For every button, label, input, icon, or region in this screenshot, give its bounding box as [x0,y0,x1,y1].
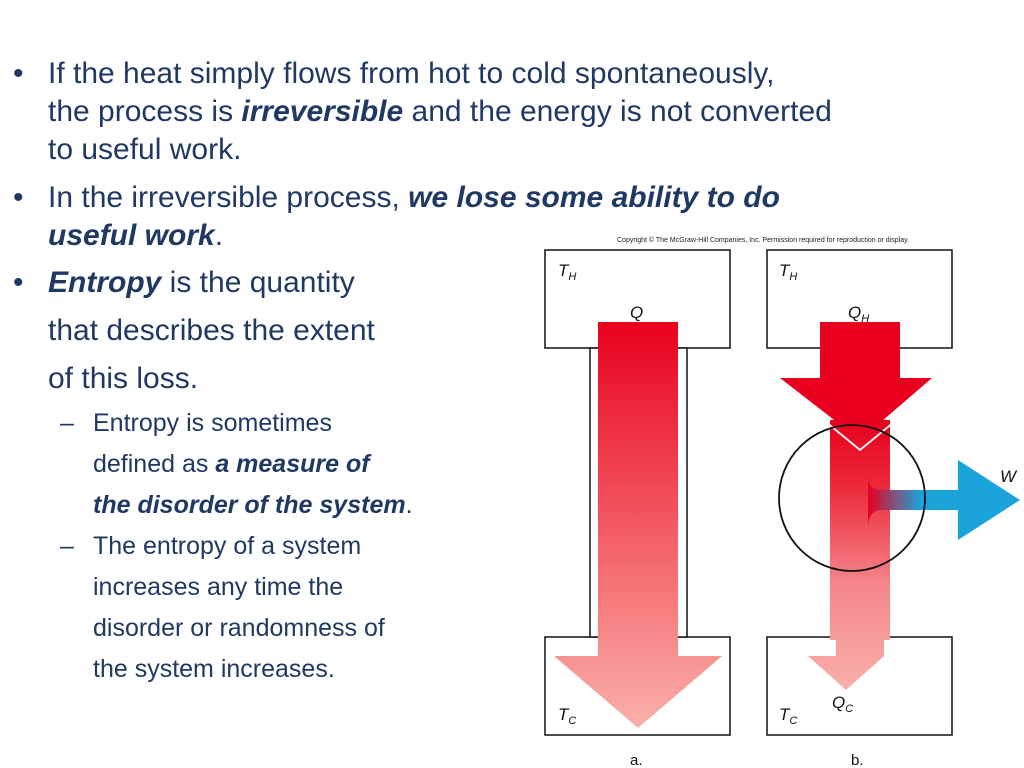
sub-bullet-2-line-1: The entropy of a system [93,532,362,560]
heat-input-label: QH [848,303,869,325]
bullet-1-line-2: the process is irreversible and the ener… [48,93,832,131]
bullet-2-line-1: In the irreversible process, we lose som… [48,179,780,217]
sub-bullet-marker: – [60,532,74,560]
hot-temperature-label: TH [779,261,797,283]
sub-bullet-1-line-2: defined as a measure of [93,444,370,485]
bullet-1-line-1: If the heat simply flows from hot to col… [48,57,775,90]
work-arrow [868,460,1020,540]
bullet-marker: • [13,57,24,90]
bullet-2-line-2: useful work. [48,217,223,255]
heat-output-label: QC [832,693,853,715]
bullet-3-text: is the quantity [161,266,355,299]
irreversible-emphasis: irreversible [241,95,404,128]
sub-bullet-2-line-4: the system increases. [93,655,335,683]
heat-input-arrow [780,322,932,440]
bullet-1-text: the process is [48,95,242,128]
sub-bullet-1-line-3: the disorder of the system. [93,485,413,526]
bullet-3-line-3: of this loss. [48,362,199,395]
ability-emphasis: we lose some ability to do [408,181,780,214]
bullet-1-text: and the energy is not converted [403,95,832,128]
entropy-emphasis: Entropy [48,266,162,299]
bullet-2-text: In the irreversible process, [48,181,409,214]
bullet-2-text: . [214,219,224,252]
sub-bullet-marker: – [60,409,74,437]
bullet-marker: • [13,266,24,299]
bullet-3-line-1: Entropy is the quantity [48,264,355,302]
sub-bullet-2-line-2: increases any time the [93,573,344,601]
panel-a-caption: a. [630,752,643,768]
heat-label: Q [630,303,643,322]
disorder-emphasis: a measure of [215,450,370,478]
sub-bullet-2-line-3: disorder or randomness of [93,614,385,642]
heat-flow-arrow [554,322,722,728]
copyright-notice: Copyright © The McGraw-Hill Companies, I… [617,237,910,244]
hot-temperature-label: TH [558,261,576,283]
bullet-1-line-3: to useful work. [48,133,242,166]
panel-b-caption: b. [851,752,864,768]
bullet-3-line-2: that describes the extent [48,314,375,347]
sub-bullet-1-text: defined as [93,450,216,478]
heat-engine-circle [778,424,926,572]
work-label: W [1000,467,1018,486]
cold-temperature-label: TC [779,705,797,727]
sub-bullet-1-line-1: Entropy is sometimes [93,409,332,437]
cold-temperature-label: TC [558,705,576,727]
useful-work-emphasis: useful work [48,219,215,252]
sub-bullet-1-text: . [405,491,413,519]
bullet-marker: • [13,181,24,214]
disorder-emphasis: the disorder of the system [93,491,406,519]
